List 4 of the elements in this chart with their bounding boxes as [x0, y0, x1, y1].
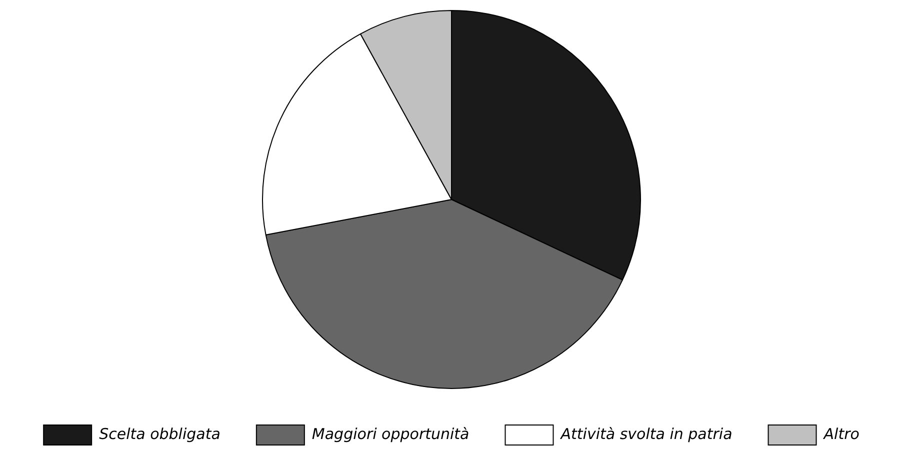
- legend-label: Attività svolta in patria: [560, 424, 732, 443]
- legend-label: Scelta obbligata: [99, 424, 220, 443]
- legend-label: Altro: [822, 424, 860, 443]
- legend-label: Maggiori opportunità: [312, 424, 470, 443]
